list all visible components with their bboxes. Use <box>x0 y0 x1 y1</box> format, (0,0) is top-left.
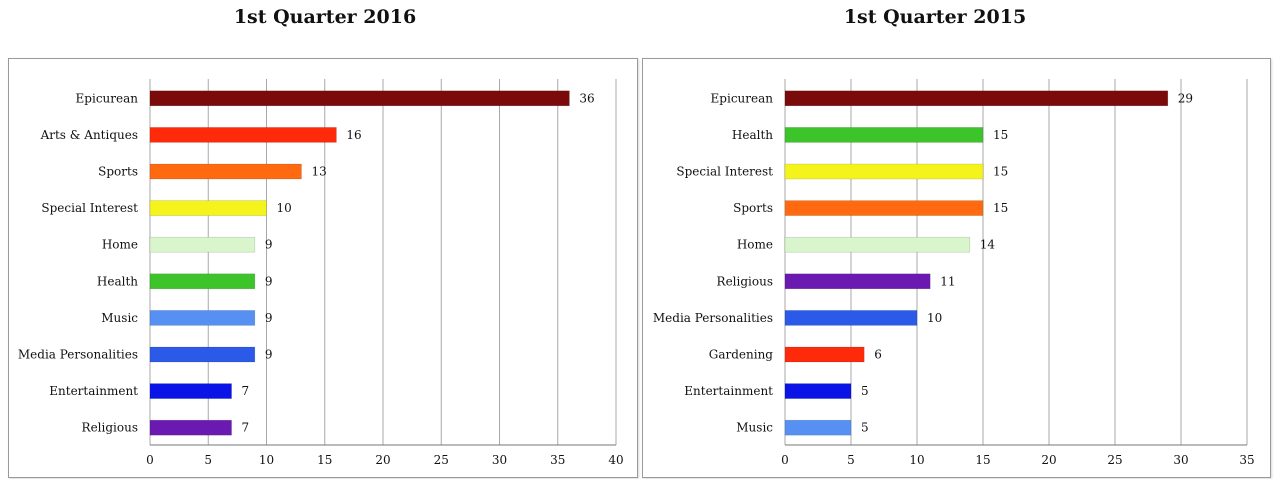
category-label: Religious <box>82 421 138 435</box>
chart-title-2016: 1st Quarter 2016 <box>233 6 417 28</box>
data-label: 15 <box>993 165 1008 179</box>
data-label: 10 <box>927 311 942 325</box>
x-tick-label: 30 <box>1173 453 1188 467</box>
data-label: 5 <box>861 384 869 398</box>
category-label: Health <box>732 128 773 142</box>
category-label: Arts & Antiques <box>40 128 138 142</box>
x-tick-label: 10 <box>909 453 924 467</box>
category-label: Special Interest <box>41 201 138 215</box>
x-tick-label: 15 <box>975 453 990 467</box>
data-label: 15 <box>993 128 1008 142</box>
bar-chart-2016: 0 5 10 15 20 25 30 35 40 Epicurean 36 Arts & Antiqu… <box>18 79 624 467</box>
bar-religious-2016 <box>149 419 232 436</box>
chart-panel-2015: 0 5 10 15 20 25 30 35 Epicurean 29 Health 15 Special… <box>642 58 1271 478</box>
x-tick-label: 0 <box>146 453 154 467</box>
category-label: Health <box>97 274 138 288</box>
data-label: 7 <box>242 421 250 435</box>
bar-sports-2015 <box>784 200 984 216</box>
x-tick-label: 25 <box>434 453 449 467</box>
x-tick-label: 10 <box>259 453 274 467</box>
x-tick-label: 30 <box>492 453 507 467</box>
bar-special-interest-2016 <box>149 200 267 216</box>
bar-epicurean-2016 <box>149 90 570 107</box>
bar-home-2015 <box>784 236 971 253</box>
x-tick-label: 35 <box>550 453 565 467</box>
data-label: 7 <box>242 384 250 398</box>
data-label: 9 <box>265 311 273 325</box>
bar-epicurean-2015 <box>784 90 1169 107</box>
x-tick-label: 20 <box>375 453 390 467</box>
category-label: Entertainment <box>684 384 773 398</box>
x-tick-label: 15 <box>317 453 332 467</box>
bar-entertainment-2015 <box>784 383 852 399</box>
category-label: Media Personalities <box>653 311 773 325</box>
bar-music-2016 <box>149 310 256 326</box>
data-label: 9 <box>265 238 273 252</box>
category-label: Epicurean <box>711 91 774 105</box>
data-label: 11 <box>940 274 955 288</box>
x-tick-label: 35 <box>1239 453 1254 467</box>
x-tick-label: 20 <box>1041 453 1056 467</box>
data-label: 9 <box>265 274 273 288</box>
bar-media-personalities-2015 <box>784 310 918 326</box>
category-label: Epicurean <box>76 91 139 105</box>
bar-chart-2015: 0 5 10 15 20 25 30 35 Epicurean 29 Health 15 Special… <box>653 79 1255 467</box>
category-label: Home <box>102 238 138 252</box>
category-label: Music <box>101 311 138 325</box>
data-label: 6 <box>874 348 882 362</box>
bar-entertainment-2016 <box>149 383 232 399</box>
bar-health-2015 <box>784 127 984 143</box>
x-tick-label: 25 <box>1107 453 1122 467</box>
category-label: Religious <box>717 274 773 288</box>
data-label: 14 <box>980 238 996 252</box>
bar-special-interest-2015 <box>784 163 984 180</box>
category-label: Entertainment <box>49 384 138 398</box>
data-label: 13 <box>311 165 326 179</box>
bar-gardening-2015 <box>784 346 865 363</box>
data-label: 9 <box>265 348 273 362</box>
bar-home-2016 <box>149 236 256 253</box>
bar-sports-2016 <box>149 163 302 180</box>
data-label: 16 <box>346 128 361 142</box>
x-tick-label: 5 <box>847 453 855 467</box>
category-label: Media Personalities <box>18 348 138 362</box>
category-label: Home <box>737 238 773 252</box>
category-label: Music <box>736 421 773 435</box>
data-label: 5 <box>861 421 869 435</box>
bar-health-2016 <box>149 273 256 290</box>
category-label: Sports <box>98 165 138 179</box>
category-label: Special Interest <box>676 165 773 179</box>
bar-music-2015 <box>784 419 852 436</box>
data-label: 29 <box>1178 91 1193 105</box>
data-label: 15 <box>993 201 1008 215</box>
bar-arts-antiques-2016 <box>149 127 337 143</box>
x-tick-label: 0 <box>781 453 789 467</box>
data-label: 10 <box>277 201 292 215</box>
chart-panel-2016: 0 5 10 15 20 25 30 35 40 Epicurean 36 Arts & Antiqu… <box>8 58 638 478</box>
chart-title-2015: 1st Quarter 2015 <box>843 6 1027 28</box>
bar-religious-2015 <box>784 273 931 290</box>
category-label: Gardening <box>709 348 774 362</box>
category-label: Sports <box>733 201 773 215</box>
data-label: 36 <box>579 91 594 105</box>
x-tick-label: 5 <box>204 453 212 467</box>
x-tick-label: 40 <box>608 453 623 467</box>
bar-media-personalities-2016 <box>149 346 256 363</box>
